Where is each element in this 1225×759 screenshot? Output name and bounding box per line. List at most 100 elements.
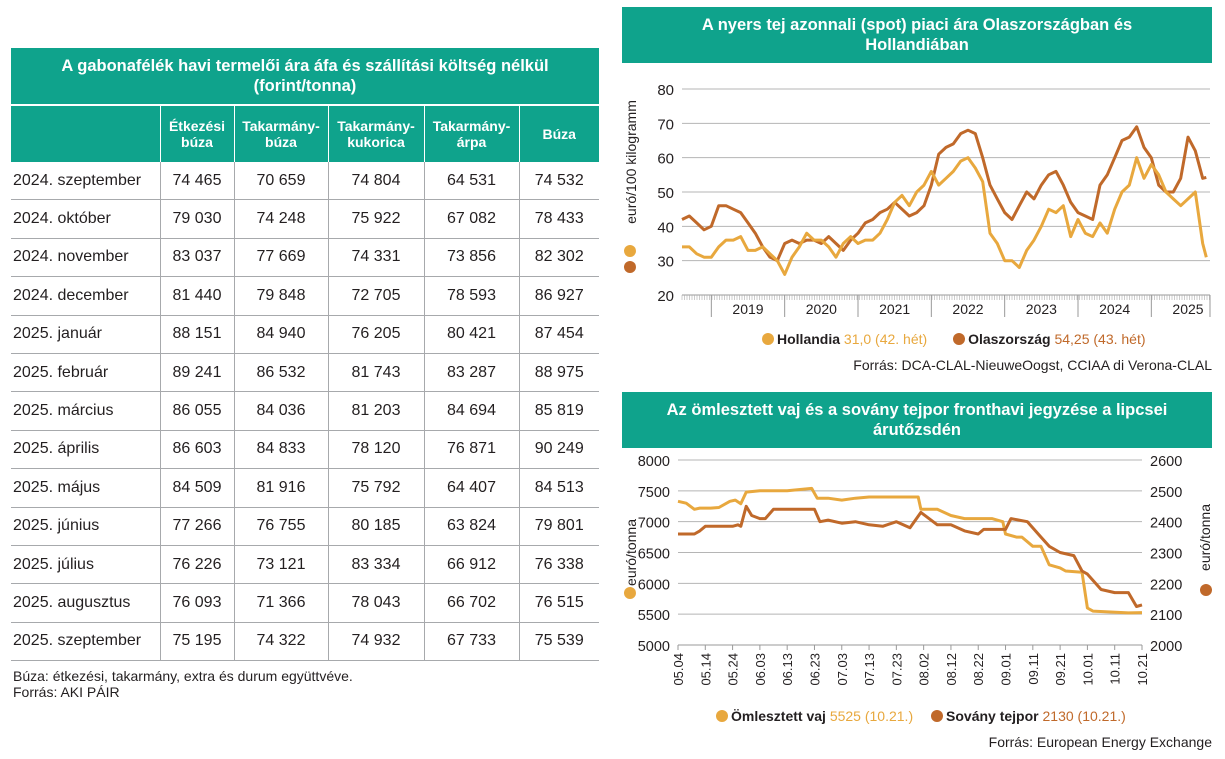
- table-row: 2025. július 76 226 73 121 83 334 66 912 76 3…: [11, 545, 599, 585]
- y-right-axis-label: euró/tonna: [1197, 504, 1213, 571]
- column-header: Takarmány-kukorica: [327, 104, 424, 162]
- column-header: Búza: [518, 104, 599, 162]
- table-cell: 77 669: [233, 238, 328, 278]
- legend-item-smp: Sovány tejpor 2130 (10.21.): [931, 708, 1126, 724]
- x-tick-label: 2019: [732, 301, 763, 317]
- row-label: 2025. szeptember: [11, 622, 160, 662]
- table-cell: 85 819: [518, 391, 599, 431]
- table-footnote: Búza: étkezési, takarmány, extra és duru…: [11, 668, 599, 700]
- y-right-tick-label: 2600: [1150, 454, 1182, 470]
- chart2-legend: Ömlesztett vaj 5525 (10.21.) Sovány tejp…: [716, 708, 1126, 724]
- x-tick-label: 07.03: [835, 653, 850, 686]
- table-cell: 67 082: [423, 199, 519, 239]
- x-tick-label: 2024: [1099, 301, 1130, 317]
- chart2-title: Az ömlesztett vaj és a sovány tejpor fro…: [622, 392, 1212, 448]
- row-label: 2025. június: [11, 507, 160, 546]
- x-tick-label: 06.13: [780, 653, 795, 686]
- table-cell: 86 532: [233, 353, 328, 393]
- legend-dot-icon: [1200, 584, 1212, 596]
- table-cell: 78 593: [423, 276, 519, 316]
- table-cell: 77 266: [159, 507, 234, 546]
- x-tick-label: 2021: [879, 301, 910, 317]
- chart2-source: Forrás: European Energy Exchange: [988, 734, 1212, 750]
- row-label: 2024. november: [11, 238, 160, 278]
- legend-label: Hollandia: [777, 331, 841, 347]
- table-cell: 64 531: [423, 162, 519, 201]
- legend-dot-icon: [716, 710, 728, 722]
- row-label: 2025. augusztus: [11, 583, 160, 623]
- y-tick-label: 30: [657, 254, 674, 271]
- table-cell: 75 922: [327, 199, 424, 239]
- legend-value: 31,0 (42. hét): [843, 331, 928, 347]
- table-cell: 76 093: [159, 583, 234, 623]
- x-tick-label: 2020: [806, 301, 837, 317]
- table-cell: 87 454: [518, 315, 599, 354]
- table-cell: 86 055: [159, 391, 234, 431]
- y-tick-label: 60: [657, 151, 674, 168]
- legend-dot-icon: [624, 587, 636, 599]
- table-header-row: Étkezési búza Takarmány-búza Takarmány-kuko…: [11, 104, 599, 162]
- x-tick-label: 05.14: [698, 653, 713, 686]
- table-cell: 90 249: [518, 430, 599, 470]
- milk-price-chart-panel: A nyers tej azonnali (spot) piaci ára Ol…: [622, 7, 1212, 377]
- legend-dot-icon: [624, 245, 636, 257]
- table-cell: 66 702: [423, 583, 519, 623]
- table-row: 2024. szeptember 74 465 70 659 74 804 64 531…: [11, 162, 599, 201]
- table-cell: 75 539: [518, 622, 599, 662]
- table-cell: 70 659: [233, 162, 328, 201]
- table-cell: 81 203: [327, 391, 424, 431]
- table-cell: 88 151: [159, 315, 234, 354]
- table-cell: 86 927: [518, 276, 599, 316]
- y-right-tick-label: 2500: [1150, 485, 1182, 501]
- x-tick-label: 09.21: [1053, 653, 1068, 686]
- y-right-tick-label: 2100: [1150, 608, 1182, 624]
- table-cell: 84 509: [159, 468, 234, 508]
- chart1-source: Forrás: DCA-CLAL-NieuweOogst, CCIAA di V…: [853, 357, 1212, 373]
- legend-label: Olaszország: [968, 331, 1051, 347]
- row-label: 2025. július: [11, 545, 160, 585]
- x-tick-label: 2022: [952, 301, 983, 317]
- table-cell: 75 792: [327, 468, 424, 508]
- y-tick-label: 5500: [638, 608, 670, 624]
- milk-price-chart: 20 30 40 50 60 70 80 2019 2020 2021 2022 2023 2024 20…: [623, 82, 1211, 317]
- table-row: 2025. május 84 509 81 916 75 792 64 407 84 51…: [11, 468, 599, 508]
- row-label: 2024. október: [11, 199, 160, 239]
- y-tick-label: 40: [657, 219, 674, 236]
- y-axis-label: euró/tonna: [623, 519, 639, 586]
- legend-dot-icon: [762, 333, 774, 345]
- table-cell: 74 465: [159, 162, 234, 201]
- table-cell: 84 833: [233, 430, 328, 470]
- table-row: 2024. december 81 440 79 848 72 705 78 593 86…: [11, 276, 599, 316]
- table-row: 2025. január 88 151 84 940 76 205 80 421 87 4…: [11, 315, 599, 354]
- x-tick-label: 05.24: [726, 653, 741, 686]
- x-tick-label: 2025: [1172, 301, 1203, 317]
- table-cell: 75 195: [159, 622, 234, 662]
- table-row: 2025. augusztus 76 093 71 366 78 043 66 702 7…: [11, 583, 599, 623]
- table-cell: 81 916: [233, 468, 328, 508]
- y-tick-label: 6500: [638, 547, 670, 563]
- column-header: Takarmány-búza: [233, 104, 328, 162]
- table-source: Forrás: AKI PÁIR: [13, 684, 120, 701]
- table-cell: 73 121: [233, 545, 328, 585]
- column-header: Étkezési búza: [159, 104, 234, 162]
- x-tick-label: 2023: [1026, 301, 1057, 317]
- legend-value: 2130 (10.21.): [1042, 708, 1126, 724]
- table-cell: 82 302: [518, 238, 599, 278]
- chart1-title: A nyers tej azonnali (spot) piaci ára Ol…: [622, 7, 1212, 63]
- x-tick-label: 08.22: [971, 653, 986, 686]
- table-row: 2025. április 86 603 84 833 78 120 76 871 90 …: [11, 430, 599, 470]
- table-cell: 79 030: [159, 199, 234, 239]
- chart1-legend: Hollandia 31,0 (42. hét) Olaszország 54,…: [762, 331, 1146, 347]
- table-cell: 74 331: [327, 238, 424, 278]
- table-cell: 76 871: [423, 430, 519, 470]
- y-tick-label: 7500: [638, 485, 670, 501]
- row-label: 2025. március: [11, 391, 160, 431]
- table-cell: 84 940: [233, 315, 328, 354]
- legend-item-butter: Ömlesztett vaj 5525 (10.21.): [716, 708, 917, 724]
- legend-item-olaszorszag: Olaszország 54,25 (43. hét): [953, 331, 1146, 347]
- table-cell: 83 287: [423, 353, 519, 393]
- row-label: 2025. február: [11, 353, 160, 393]
- table-cell: 89 241: [159, 353, 234, 393]
- table-cell: 79 801: [518, 507, 599, 546]
- grain-price-table-panel: A gabonafélék havi termelői ára áfa és s…: [11, 48, 599, 700]
